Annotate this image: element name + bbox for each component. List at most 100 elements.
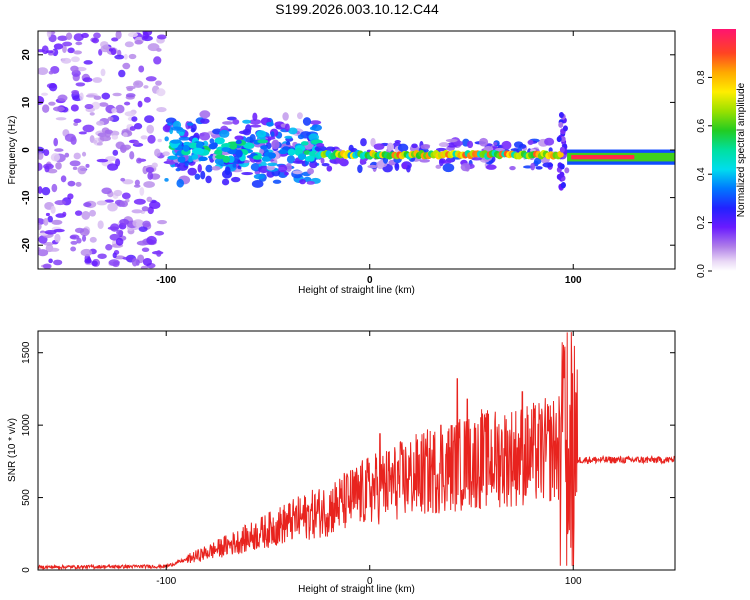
spectrogram-cell [320, 157, 325, 164]
spectrogram-cell [411, 143, 418, 149]
spectrogram-cell [285, 162, 292, 172]
spectrogram-cell [257, 139, 269, 144]
spectrogram-cell [527, 139, 534, 146]
spectrogram-y-tick-label: 20 [21, 49, 32, 61]
spectrogram-cell [110, 223, 120, 232]
spectrogram-cell [284, 171, 289, 176]
spectrogram-cell [509, 166, 516, 171]
spectrogram-cell [147, 43, 160, 52]
colorbar-tick-label: 0.6 [696, 118, 707, 132]
spectrogram-cell [170, 139, 182, 144]
spectrogram-cell [60, 175, 67, 183]
spectrogram-cell [83, 60, 93, 65]
spectrogram-cell [205, 164, 213, 173]
spectrogram-cell [478, 137, 489, 147]
spectrogram-cell [297, 134, 305, 140]
spectrogram-cell [267, 162, 278, 167]
spectrogram-cell [229, 143, 238, 150]
spectrogram-cell [105, 244, 113, 251]
spectrogram-cell [79, 92, 84, 101]
spectrogram-cell [52, 106, 65, 112]
snr-y-tick-label: 1500 [21, 341, 32, 364]
spectrogram-x-tick-label: -100 [156, 275, 176, 286]
snr-x-label: Height of straight line (km) [298, 584, 415, 595]
spectrogram-cell [115, 31, 122, 40]
spectrogram-cell [266, 164, 276, 171]
spectrogram-cell [82, 235, 87, 242]
spectrogram-cell [156, 88, 166, 97]
spectrogram-image [38, 31, 675, 269]
spectrogram-cell [89, 236, 97, 243]
spectrogram-cell [154, 148, 161, 157]
spectrogram-cell [304, 156, 313, 162]
spectrogram-cell [493, 142, 498, 146]
spectrogram-cell [48, 70, 54, 75]
spectrogram-cell [251, 180, 264, 188]
spectrogram-cell [138, 65, 145, 73]
spectrogram-cell [104, 129, 113, 135]
spectrogram-cell [397, 143, 409, 152]
spectrogram-cell [560, 136, 566, 143]
spectrogram-cell [43, 149, 50, 156]
spectrogram-cell [136, 220, 143, 228]
spectrogram-cell [75, 41, 83, 46]
spectrogram-cell [253, 173, 265, 180]
snr-x-tick-label: -100 [156, 576, 176, 587]
spectrogram-y-label: Frequency (Hz) [7, 116, 18, 185]
spectrogram-cell [556, 136, 562, 143]
spectrogram-cell [151, 162, 158, 168]
spectrogram-cell [77, 165, 87, 175]
spectrogram-cell [144, 115, 155, 123]
spectrogram-cell [357, 164, 363, 174]
spectrogram-cell [178, 131, 185, 137]
spectrogram-cell [271, 140, 280, 150]
spectrogram-cell [205, 175, 212, 184]
spectrogram-cell [278, 149, 288, 155]
spectrogram-cell [214, 158, 225, 165]
spectrogram-cell [123, 144, 132, 150]
chart-title: S199.2026.003.10.12.C44 [275, 1, 439, 17]
spectrogram-cell [70, 240, 78, 245]
spectrogram-cell [99, 135, 112, 142]
spectrogram-cell [558, 121, 564, 128]
spectrogram-cell [69, 234, 80, 240]
spectrogram-cell [122, 62, 131, 70]
spectrogram-cell [243, 142, 255, 149]
spectrogram-cell [292, 160, 305, 164]
spectrogram-cell [147, 134, 156, 144]
spectrogram-cell [143, 85, 149, 89]
spectrogram-cell [96, 120, 105, 126]
spectrogram-cell [253, 158, 262, 163]
spectrogram-cell [141, 206, 149, 212]
spectrogram-cell [460, 163, 471, 172]
spectrogram-cell [93, 95, 102, 100]
spectrogram-cell [111, 134, 119, 140]
spectrogram-cell [176, 178, 185, 188]
spectrogram-cell [556, 173, 562, 180]
spectrogram-cell [91, 37, 100, 44]
spectrogram-cell [149, 201, 161, 210]
spectrogram-cell [41, 187, 51, 196]
spectrogram-cell [435, 147, 447, 152]
spectrogram-cell [101, 92, 111, 100]
spectrogram-cell [190, 127, 196, 133]
spectrogram-cell [93, 32, 101, 39]
spectrogram-cell [241, 171, 254, 176]
spectrogram-cell [154, 230, 165, 236]
snr-y-tick-label: 1000 [21, 414, 32, 437]
spectrogram-cell [122, 179, 134, 185]
spectrogram-cell [38, 162, 43, 171]
spectrogram-cell [386, 142, 395, 152]
spectrogram-cell [147, 171, 154, 180]
spectrogram-cell [67, 47, 75, 54]
spectrogram-cell [127, 32, 138, 38]
spectrogram-cell [156, 107, 167, 113]
spectrogram-cell [53, 43, 64, 50]
spectrogram-cell [501, 140, 512, 150]
spectrogram-cell [194, 173, 201, 180]
spectrogram-cell [559, 146, 565, 153]
spectrogram-cell [234, 135, 244, 141]
spectrogram-cell [67, 180, 76, 187]
spectrogram-cell [64, 152, 70, 158]
spectrogram-x-tick-label: 0 [367, 275, 373, 286]
